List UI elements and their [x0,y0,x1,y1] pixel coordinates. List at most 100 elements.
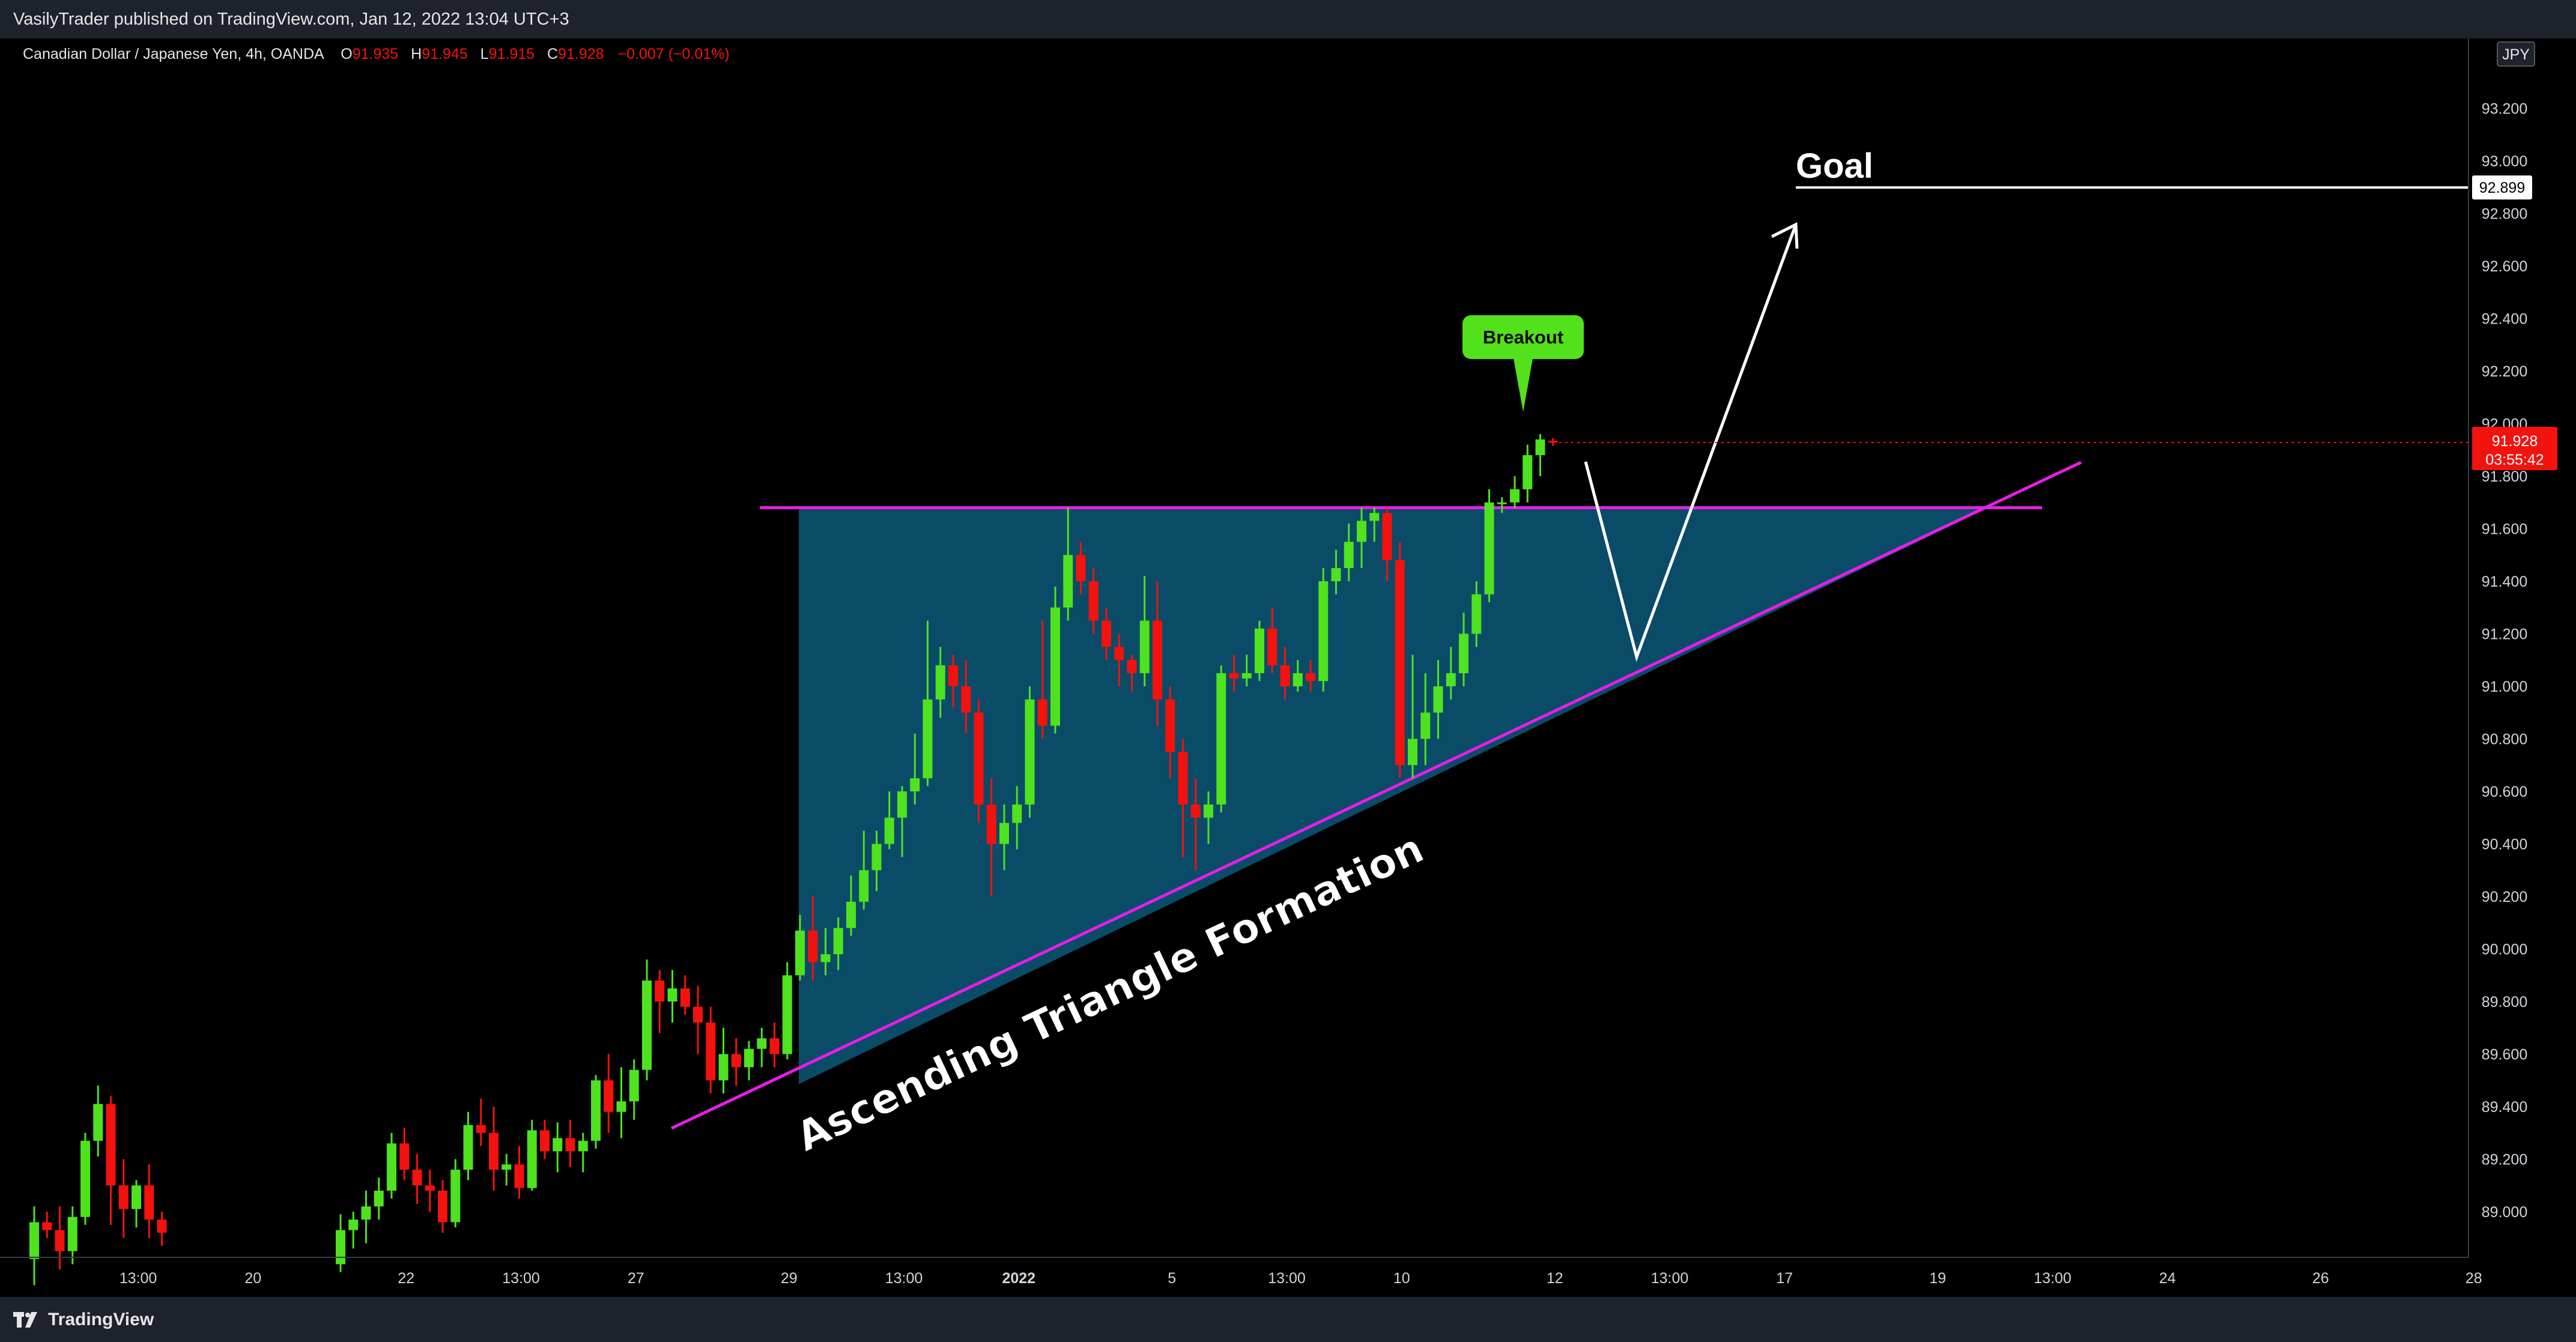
y-tick-label: 93.000 [2482,153,2527,170]
x-tick-label: 13:00 [1651,1270,1689,1287]
y-tick-label: 90.000 [2482,942,2527,958]
candle-body [1523,455,1533,489]
candle-body [1369,513,1380,521]
current-price-tag: 91.928 03:55:42 [1559,427,2557,470]
candle-body [67,1217,77,1251]
candle-body [706,1023,716,1081]
published-text: VasilyTrader published on TradingView.co… [13,10,569,29]
candle [999,804,1009,871]
candle-body [80,1140,90,1217]
candle-body [782,975,792,1054]
candle [55,1206,65,1270]
candle-body [450,1170,461,1223]
candle [93,1086,103,1157]
candle [80,1132,90,1225]
candle [1190,778,1201,871]
candle [795,914,805,981]
y-tick-label: 91.600 [2482,521,2527,538]
candle [1050,586,1060,734]
candle [820,928,831,976]
candle-body [948,665,958,686]
candle [1357,507,1366,569]
candle [871,830,882,892]
tradingview-logo[interactable]: TradingView [13,1309,154,1331]
candle-body [348,1220,359,1230]
candle [106,1096,116,1225]
candle-body [1306,673,1315,682]
tradingview-logo-icon [13,1312,37,1328]
candle-body [361,1206,371,1220]
candle [1037,620,1047,739]
candle [565,1119,575,1167]
candle [399,1128,410,1180]
candle-body [29,1222,39,1259]
target-tag-bg [2472,175,2532,200]
candle-body [1484,502,1494,594]
candle-body [387,1143,396,1191]
candle [1548,438,1558,446]
candle [604,1054,614,1133]
triangle-fill [799,507,1988,1084]
candle [1446,647,1456,700]
candle [144,1164,154,1238]
tradingview-brand: TradingView [48,1310,154,1329]
candle-body [438,1191,447,1223]
x-tick-label: 12 [1547,1270,1563,1287]
x-tick-label: 27 [628,1270,644,1287]
candle [1165,686,1175,779]
candle [1088,568,1099,634]
candle [1471,581,1482,647]
candle-body [693,1006,703,1023]
target-tag-price: 92.899 [2479,180,2525,196]
y-tick-label: 92.800 [2482,206,2527,223]
candle [974,699,984,823]
candle-body [1446,673,1456,686]
candle-body [1229,673,1239,679]
candle-body [680,988,690,1007]
target-price-tag: 92.899 [2472,175,2532,200]
candle [948,654,958,707]
candle [1318,568,1329,692]
y-tick-label: 89.800 [2482,994,2527,1011]
candle-body [118,1185,129,1209]
y-tick-label: 90.800 [2482,731,2527,748]
candle-body [897,791,907,818]
candle [412,1153,422,1204]
candle [910,733,920,805]
candle [1382,507,1392,581]
time-axis[interactable]: 13:00 20 22 13:00 27 29 13:00 2022 5 13:00 10 12 13:… [0,1257,2482,1287]
candle-body [871,844,882,871]
x-tick-label: 13:00 [2034,1270,2071,1287]
price-axis[interactable]: 93.20093.00092.80092.60092.40092.20092.0… [1559,38,2557,1257]
candle-body [1331,568,1341,581]
candle [808,896,818,981]
candle [67,1206,77,1265]
candle [1102,607,1111,660]
candle-body [157,1220,167,1233]
symbol-name: Canadian Dollar / Japanese Yen, 4h, OAND… [23,46,324,62]
candle-body [132,1185,141,1209]
candle-body [1433,686,1443,713]
candle-body [833,928,843,955]
candle [1484,489,1494,602]
candle-body [1037,699,1047,726]
x-tick-label: 10 [1393,1270,1410,1287]
candle [540,1119,550,1159]
candle-body [1535,439,1545,455]
candle [1076,542,1086,594]
currency-button[interactable]: JPY [2497,41,2535,67]
breakout-bubble [1462,315,1584,359]
candle [667,970,677,1023]
triangle-pattern [670,461,2082,1130]
y-tick-label: 91.800 [2482,468,2527,485]
candle [655,970,665,1033]
candle [744,1041,754,1081]
candle-body [1471,594,1482,634]
candle-body [1548,440,1558,443]
candle [1127,654,1137,692]
candle-body [93,1104,103,1141]
footer-bar: TradingView [0,1297,2576,1342]
candle [1229,654,1239,692]
candle [1114,633,1124,686]
